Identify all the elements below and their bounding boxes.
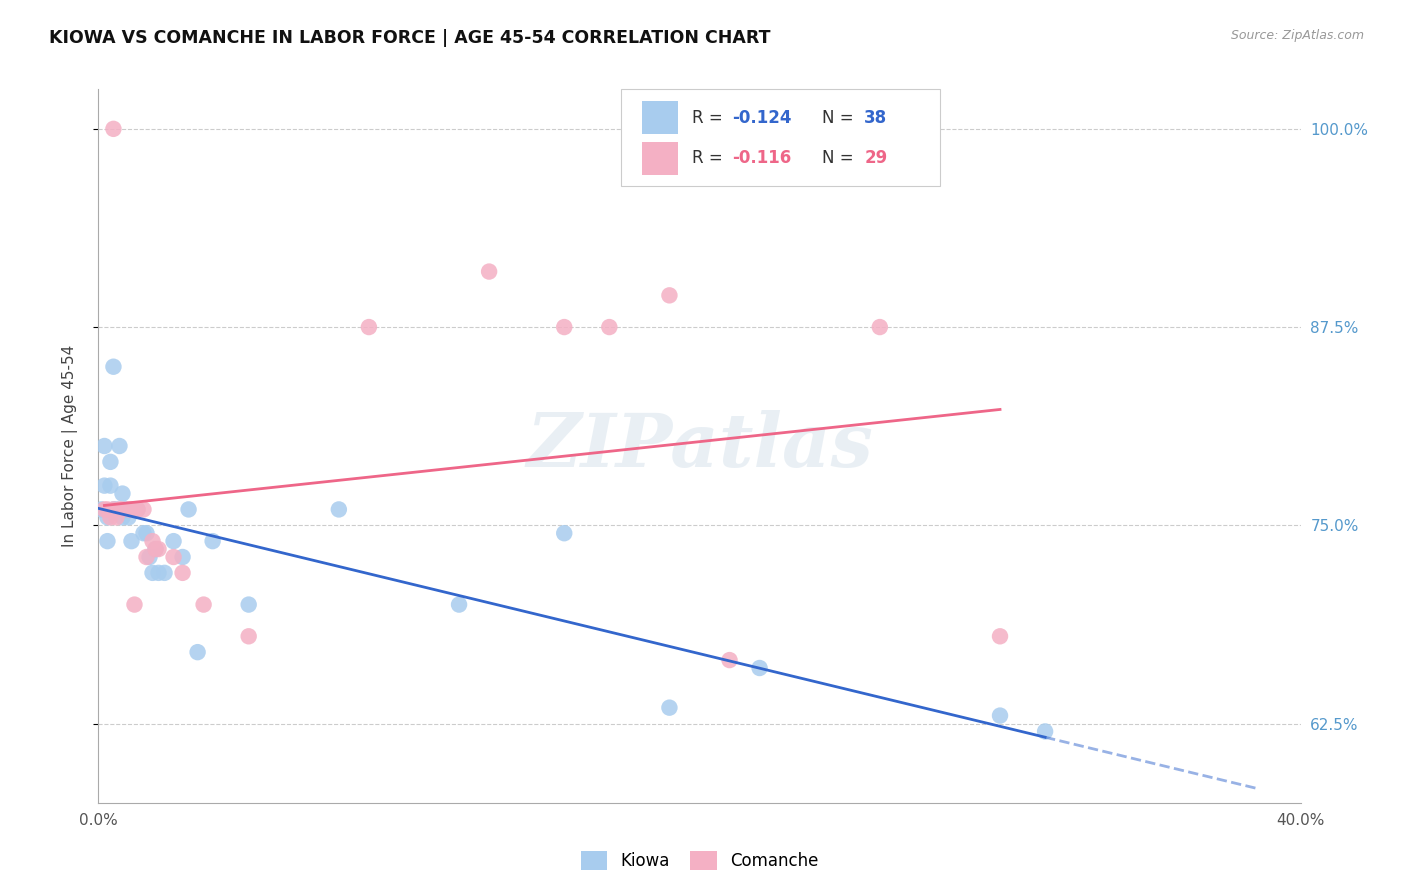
Point [148,542,170,557]
Point [357,320,380,334]
Text: -0.116: -0.116 [733,150,792,168]
FancyBboxPatch shape [621,89,939,186]
Point [145,542,167,557]
Point [96,502,118,516]
Point [598,320,620,334]
Point [132,502,155,516]
Point [111,510,134,524]
Y-axis label: In Labor Force | Age 45-54: In Labor Force | Age 45-54 [62,345,77,547]
Text: 38: 38 [865,109,887,127]
Text: KIOWA VS COMANCHE IN LABOR FORCE | AGE 45-54 CORRELATION CHART: KIOWA VS COMANCHE IN LABOR FORCE | AGE 4… [49,29,770,46]
Point [135,526,157,541]
Text: ZIPatlas: ZIPatlas [526,409,873,483]
Point [193,598,215,612]
Point [103,359,125,374]
FancyBboxPatch shape [641,142,678,175]
Point [100,478,122,492]
Text: -0.124: -0.124 [733,109,792,127]
Point [553,526,575,541]
Text: R =: R = [692,150,728,168]
Point [177,502,200,516]
Point [328,502,350,516]
Point [121,534,143,549]
Point [201,534,224,549]
Point [658,700,681,714]
Point [93,502,115,516]
Point [111,502,134,516]
Point [162,549,184,564]
Point [103,121,125,136]
Point [148,566,170,580]
Point [132,526,155,541]
Point [988,708,1011,723]
Point [238,598,260,612]
Point [553,320,575,334]
Point [93,478,115,492]
Point [141,566,163,580]
Point [658,288,681,302]
Point [90,502,112,516]
Point [135,549,157,564]
FancyBboxPatch shape [641,102,678,134]
Point [96,534,118,549]
Point [172,566,194,580]
Point [748,661,770,675]
Point [124,598,146,612]
Point [117,510,139,524]
Point [93,439,115,453]
Point [141,534,163,549]
Point [127,502,149,516]
Point [100,510,122,524]
Point [238,629,260,643]
Point [100,455,122,469]
Point [96,510,118,524]
Text: R =: R = [692,109,728,127]
Point [172,549,194,564]
Point [117,502,139,516]
Point [127,502,149,516]
Point [105,502,128,516]
Text: N =: N = [823,150,859,168]
Point [447,598,470,612]
Point [187,645,209,659]
Point [108,502,131,516]
Point [718,653,741,667]
Text: Source: ZipAtlas.com: Source: ZipAtlas.com [1230,29,1364,42]
Point [124,502,146,516]
Point [111,486,134,500]
Legend: Kiowa, Comanche: Kiowa, Comanche [574,844,825,877]
Point [869,320,891,334]
Point [121,502,143,516]
Point [162,534,184,549]
Point [103,502,125,516]
Point [478,264,501,278]
Text: 29: 29 [865,150,887,168]
Point [105,510,128,524]
Point [988,629,1011,643]
Point [145,542,167,557]
Point [153,566,176,580]
Point [103,502,125,516]
Point [108,439,131,453]
Text: N =: N = [823,109,859,127]
Point [114,502,136,516]
Point [138,549,160,564]
Point [1033,724,1056,739]
